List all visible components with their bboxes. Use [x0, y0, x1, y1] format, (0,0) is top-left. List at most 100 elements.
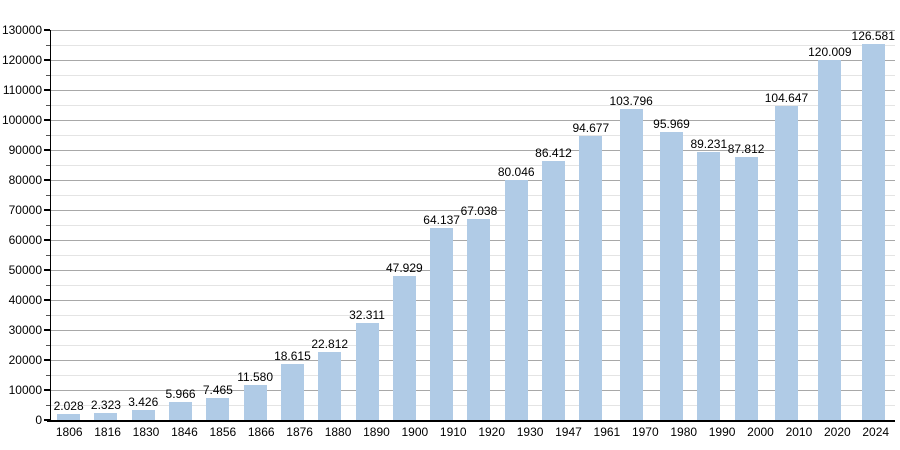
x-axis-tick-label: 1876	[286, 425, 313, 439]
x-axis-tick-label: 2010	[785, 425, 813, 439]
bar-value-label: 94.677	[572, 120, 610, 135]
y-axis-tick-label: 60000	[8, 233, 42, 247]
minor-gridline	[50, 195, 895, 196]
x-axis-tick-label: 1856	[209, 425, 237, 439]
y-axis-major-tick	[44, 299, 50, 301]
bar-slot: 7.465	[199, 30, 236, 420]
y-axis-tick-label: 10000	[8, 383, 42, 397]
y-axis-minor-tick	[46, 225, 50, 226]
y-axis-minor-tick	[46, 315, 50, 316]
x-axis-tick-label: 1961	[593, 425, 621, 439]
bar-slot: 94.677	[572, 30, 609, 420]
major-gridline	[50, 60, 895, 61]
bar-slot: 86.412	[535, 30, 572, 420]
bar-slot: 67.038	[460, 30, 497, 420]
x-axis-tick-label: 1910	[439, 425, 467, 439]
y-axis-tick-label: 90000	[8, 143, 42, 157]
bar-value-label: 80.046	[497, 164, 535, 179]
bar-slot: 89.231	[690, 30, 727, 420]
x-axis-tick-label: 2000	[747, 425, 774, 439]
bar-slot: 95.969	[653, 30, 690, 420]
minor-gridline	[50, 165, 895, 166]
x-axis-tick-label: 1830	[132, 425, 160, 439]
bar	[467, 218, 491, 420]
bar-slot: 103.796	[609, 30, 653, 420]
bar-value-label: 47.929	[385, 261, 423, 276]
bar	[697, 152, 721, 420]
y-axis-major-tick	[44, 389, 50, 391]
bar-value-label: 2.323	[90, 398, 121, 413]
bar-value-label: 87.812	[727, 141, 765, 156]
x-axis-tick-label: 1930	[516, 425, 544, 439]
major-gridline	[50, 120, 895, 121]
major-gridline	[50, 150, 895, 151]
y-axis-minor-tick	[46, 75, 50, 76]
x-axis-line	[47, 420, 895, 422]
y-axis-major-tick	[44, 209, 50, 211]
y-axis-major-tick	[44, 359, 50, 361]
bar-slot: 32.311	[348, 30, 385, 420]
bar	[131, 409, 155, 420]
bar-slot: 47.929	[386, 30, 423, 420]
y-axis-tick-label: 20000	[8, 353, 42, 367]
y-axis-tick-label: 0	[35, 413, 42, 427]
major-gridline	[50, 180, 895, 181]
y-axis-major-tick	[44, 329, 50, 331]
bar	[94, 413, 118, 420]
bar	[392, 276, 416, 420]
y-axis-line	[50, 30, 51, 421]
y-axis-major-tick	[44, 89, 50, 91]
y-axis-major-tick	[44, 269, 50, 271]
x-axis-tick-label: 1900	[401, 425, 429, 439]
x-axis-tick-label: 1880	[324, 425, 352, 439]
x-axis-tick-label: 1846	[171, 425, 198, 439]
bar-slot: 80.046	[498, 30, 535, 420]
y-axis-major-tick	[44, 179, 50, 181]
bars-layer: 2.028 2.323 3.426 5.966 7.465 11.580 18.615 22.…	[50, 30, 895, 420]
bar-slot: 11.580	[236, 30, 273, 420]
x-axis-tick-label: 2020	[823, 425, 851, 439]
bar-slot: 2.323	[87, 30, 124, 420]
x-axis-tick-label: 1920	[478, 425, 506, 439]
y-axis-minor-tick	[46, 285, 50, 286]
y-axis-tick-label: 130000	[1, 23, 42, 37]
y-axis-major-tick	[44, 59, 50, 61]
bar-slot: 126.581	[852, 30, 895, 420]
bar-slot: 120.009	[808, 30, 852, 420]
bar-value-label: 3.426	[128, 394, 159, 409]
x-axis-tick-label: 1947	[555, 425, 582, 439]
y-axis-major-tick	[44, 239, 50, 241]
y-axis-tick-label: 50000	[8, 263, 42, 277]
minor-gridline	[50, 135, 895, 136]
bar	[280, 364, 304, 420]
y-axis-tick-label: 80000	[8, 173, 42, 187]
y-axis-minor-tick	[46, 45, 50, 46]
minor-gridline	[50, 105, 895, 106]
y-axis-tick-label: 40000	[8, 293, 42, 307]
bar-value-label: 89.231	[690, 137, 728, 152]
bar	[206, 397, 230, 420]
bar	[243, 385, 267, 420]
plot-area: 2.028 2.323 3.426 5.966 7.465 11.580 18.615 22.…	[50, 30, 895, 420]
bar-value-label: 5.966	[165, 387, 196, 402]
y-axis-minor-tick	[46, 405, 50, 406]
y-axis-tick-label: 30000	[8, 323, 42, 337]
bar	[579, 135, 603, 420]
bar-value-label: 95.969	[653, 117, 690, 132]
bar-value-label: 2.028	[53, 398, 84, 413]
x-axis-tick-label: 1980	[670, 425, 698, 439]
major-gridline	[50, 210, 895, 211]
x-axis-tick-label: 1816	[94, 425, 121, 439]
x-axis: 1806 1816 1830 1846 1856 1866 1876 1880 1890 1900…	[50, 425, 895, 439]
bar-value-label: 86.412	[535, 145, 572, 160]
major-gridline	[50, 30, 895, 31]
bar	[318, 351, 342, 420]
minor-gridline	[50, 75, 895, 76]
bar-value-label: 126.581	[851, 29, 895, 43]
x-axis-tick-label: 1990	[708, 425, 736, 439]
bar-value-label: 104.647	[764, 91, 809, 106]
bar	[542, 160, 565, 420]
x-axis-tick-label: 1970	[631, 425, 659, 439]
x-axis-tick-label: 1806	[55, 425, 83, 439]
